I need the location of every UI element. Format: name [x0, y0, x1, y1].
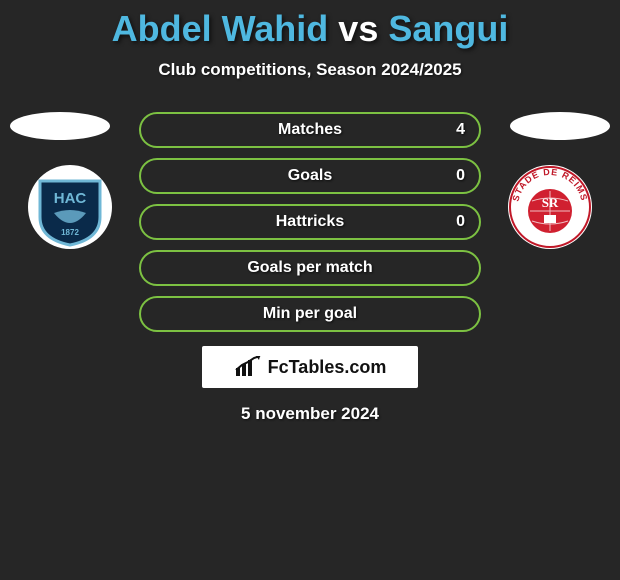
stat-row: Min per goal	[139, 296, 481, 332]
vs-text: vs	[338, 8, 378, 49]
stat-label: Min per goal	[263, 305, 357, 323]
main-area: HAC 1872 STADE DE REIMS SR Matches 4 Goals…	[0, 112, 620, 424]
comparison-title: Abdel Wahid vs Sangui	[0, 0, 620, 50]
stat-value-right: 4	[456, 121, 465, 139]
reims-badge-icon: STADE DE REIMS SR	[500, 165, 600, 249]
player2-name: Sangui	[388, 8, 508, 49]
stat-label: Hattricks	[276, 213, 344, 231]
stat-label: Matches	[278, 121, 342, 139]
stat-row: Matches 4	[139, 112, 481, 148]
stat-label: Goals per match	[247, 259, 372, 277]
svg-text:SR: SR	[542, 195, 559, 210]
player2-oval	[510, 112, 610, 140]
chart-icon	[234, 356, 262, 378]
stat-rows: Matches 4 Goals 0 Hattricks 0 Goals per match M…	[139, 112, 481, 332]
subtitle: Club competitions, Season 2024/2025	[0, 60, 620, 80]
stat-value-right: 0	[456, 213, 465, 231]
stat-row: Goals 0	[139, 158, 481, 194]
svg-text:HAC: HAC	[54, 190, 87, 207]
stat-row: Goals per match	[139, 250, 481, 286]
date-text: 5 november 2024	[0, 404, 620, 424]
hac-badge-icon: HAC 1872	[20, 165, 120, 249]
player1-oval	[10, 112, 110, 140]
brand-text: FcTables.com	[268, 357, 387, 378]
player1-name: Abdel Wahid	[112, 8, 329, 49]
brand-box: FcTables.com	[202, 346, 418, 388]
club-badge-right: STADE DE REIMS SR	[500, 165, 600, 249]
club-badge-left: HAC 1872	[20, 165, 120, 249]
svg-text:1872: 1872	[61, 228, 79, 237]
stat-value-right: 0	[456, 167, 465, 185]
stat-row: Hattricks 0	[139, 204, 481, 240]
stat-label: Goals	[288, 167, 332, 185]
